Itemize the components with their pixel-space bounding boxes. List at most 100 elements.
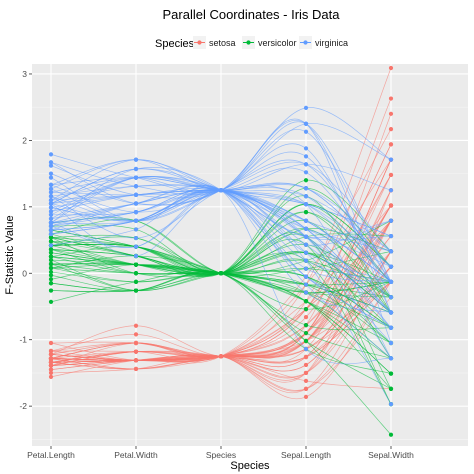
data-point-virginica (133, 184, 139, 189)
data-point-virginica (133, 166, 139, 172)
data-point-setosa (303, 354, 309, 360)
data-point-virginica (133, 157, 139, 162)
data-point-setosa (218, 354, 224, 359)
data-point-versicolor (48, 239, 54, 244)
data-point-virginica (303, 162, 309, 167)
plot-panel (32, 64, 468, 446)
y-tick-label: 3 (22, 69, 27, 79)
legend-label-setosa: setosa (209, 38, 236, 48)
series-line-virginica (50, 143, 392, 313)
x-tick-label: Petal.Width (114, 450, 158, 460)
data-point-virginica (388, 218, 394, 223)
data-point-setosa (388, 127, 394, 132)
data-point-versicolor (133, 288, 139, 293)
data-point-virginica (303, 258, 309, 263)
data-point-virginica (303, 170, 309, 175)
data-point-virginica (303, 282, 309, 287)
data-point-virginica (133, 192, 139, 197)
data-point-versicolor (133, 271, 139, 276)
data-point-setosa (48, 356, 54, 361)
data-point-virginica (48, 227, 54, 233)
data-point-versicolor (303, 210, 309, 215)
data-point-virginica (303, 266, 309, 271)
data-point-setosa (303, 378, 309, 383)
data-point-setosa (388, 203, 394, 208)
data-point-virginica (48, 175, 54, 180)
data-point-versicolor (303, 338, 309, 344)
series-line-virginica (50, 185, 392, 365)
data-point-virginica (133, 218, 139, 223)
data-point-virginica (388, 264, 394, 269)
data-point-setosa (48, 374, 54, 380)
data-point-virginica (133, 253, 139, 259)
series-points (48, 65, 394, 437)
x-axis-title: Species (230, 460, 270, 472)
chart-title: Parallel Coordinates - Iris Data (162, 7, 340, 22)
x-tick-label: Petal.Length (27, 450, 75, 460)
legend: Species setosa versicolor virginica (155, 36, 348, 50)
data-point-virginica (48, 205, 54, 210)
data-point-virginica (48, 190, 54, 195)
data-point-virginica (48, 216, 54, 221)
data-point-virginica (48, 182, 54, 188)
data-point-versicolor (303, 322, 309, 328)
data-point-virginica (48, 163, 54, 168)
data-point-virginica (388, 295, 394, 300)
data-point-virginica (303, 242, 309, 247)
data-point-virginica (303, 202, 309, 207)
x-tick-label: Sepal.Length (281, 450, 331, 460)
data-point-versicolor (48, 269, 54, 275)
data-point-setosa (133, 349, 139, 354)
series-line-versicolor (50, 203, 392, 275)
data-point-versicolor (303, 330, 309, 336)
data-point-virginica (133, 235, 139, 241)
data-point-virginica (388, 325, 394, 330)
data-point-virginica (133, 244, 139, 249)
data-point-setosa (48, 370, 54, 376)
data-point-virginica (388, 188, 394, 193)
data-point-versicolor (48, 299, 54, 304)
data-point-versicolor (48, 261, 54, 267)
data-point-virginica (218, 188, 224, 193)
data-point-virginica (388, 310, 394, 315)
series-line-virginica (50, 121, 392, 283)
data-point-virginica (48, 194, 54, 199)
data-point-virginica (48, 212, 54, 217)
data-point-virginica (388, 356, 394, 361)
data-point-setosa (388, 142, 394, 147)
series-line-setosa (50, 159, 392, 361)
data-point-setosa (133, 332, 139, 337)
x-tick-label: Species (206, 450, 236, 460)
data-point-virginica (388, 249, 394, 254)
legend-label-versicolor: versicolor (258, 38, 297, 48)
legend-key-point (303, 40, 308, 45)
data-point-setosa (303, 315, 309, 320)
data-point-versicolor (48, 273, 54, 278)
data-point-virginica (388, 402, 394, 407)
y-tick-label: -1 (19, 335, 27, 345)
data-point-versicolor (48, 247, 54, 252)
data-point-setosa (48, 348, 54, 354)
data-point-setosa (388, 172, 394, 178)
y-axis-ticks: -2 -1 0 1 2 3 (19, 69, 32, 411)
data-point-versicolor (48, 257, 54, 263)
data-point-versicolor (48, 254, 54, 259)
data-point-versicolor (48, 277, 54, 282)
data-point-virginica (303, 186, 309, 191)
data-point-virginica (133, 175, 139, 180)
data-point-virginica (48, 186, 54, 191)
data-point-virginica (303, 154, 309, 159)
data-point-virginica (48, 198, 54, 203)
data-point-versicolor (303, 307, 309, 312)
data-point-virginica (133, 227, 139, 232)
data-point-setosa (48, 363, 54, 368)
y-tick-label: 2 (22, 135, 27, 145)
data-point-virginica (48, 231, 54, 237)
data-point-virginica (133, 210, 139, 215)
data-point-versicolor (48, 281, 54, 286)
data-point-virginica (388, 340, 394, 346)
data-point-virginica (303, 274, 309, 279)
data-point-versicolor (303, 178, 309, 183)
data-point-virginica (303, 250, 309, 255)
